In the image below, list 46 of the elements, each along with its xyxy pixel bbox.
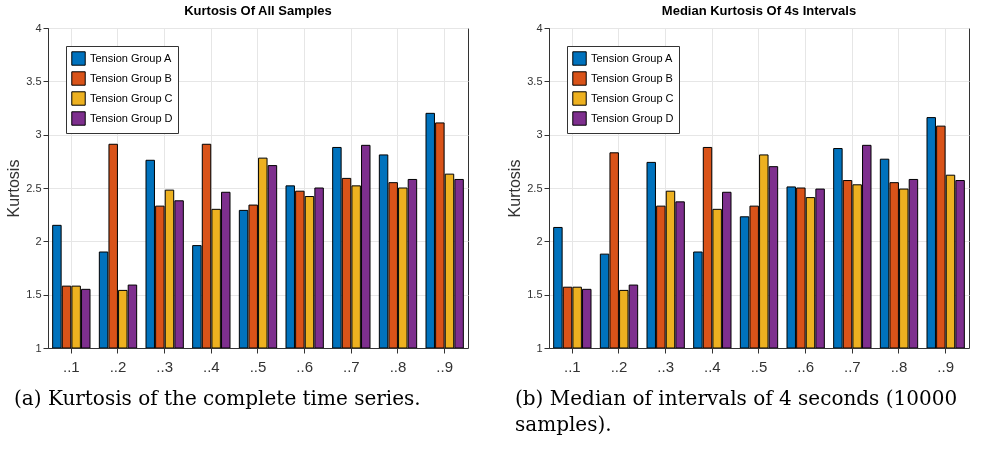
x-tick-label: ..9 bbox=[436, 357, 454, 375]
y-tick-label: 3.5 bbox=[26, 74, 42, 87]
y-tick-label: 2 bbox=[536, 234, 543, 247]
x-tick-label: ..5 bbox=[249, 357, 267, 375]
x-tick-label: ..2 bbox=[610, 357, 628, 375]
legend-label: Tension Group B bbox=[90, 71, 172, 84]
x-tick-label: ..1 bbox=[563, 357, 581, 375]
legend-label: Tension Group D bbox=[591, 111, 674, 124]
x-tick-label: ..6 bbox=[296, 357, 314, 375]
y-tick-label: 2 bbox=[35, 234, 42, 247]
x-tick-label: ..9 bbox=[937, 357, 955, 375]
x-tick-label: ..7 bbox=[342, 357, 360, 375]
x-tick-label: ..4 bbox=[703, 357, 721, 375]
legend-label: Tension Group D bbox=[90, 111, 173, 124]
x-tick-label: ..8 bbox=[389, 357, 407, 375]
x-tick-label: ..6 bbox=[797, 357, 815, 375]
x-tick-label: ..3 bbox=[657, 357, 675, 375]
y-tick-label: 1.5 bbox=[527, 288, 543, 301]
legend-label: Tension Group C bbox=[591, 91, 674, 104]
y-tick-label: 4 bbox=[536, 21, 543, 34]
x-tick-label: ..1 bbox=[62, 357, 80, 375]
y-tick-label: 2.5 bbox=[26, 181, 42, 194]
y-tick-label: 4 bbox=[35, 21, 42, 34]
y-tick-label: 1.5 bbox=[26, 288, 42, 301]
y-tick-label: 3 bbox=[35, 128, 42, 141]
y-tick-label: 3.5 bbox=[527, 74, 543, 87]
legend-label: Tension Group A bbox=[591, 51, 673, 64]
y-tick-label: 3 bbox=[536, 128, 543, 141]
x-tick-label: ..3 bbox=[156, 357, 174, 375]
chart-title: Kurtosis Of All Samples bbox=[184, 3, 332, 18]
x-tick-label: ..7 bbox=[843, 357, 861, 375]
y-axis-title: Kurtosis bbox=[5, 159, 23, 218]
legend-label: Tension Group A bbox=[90, 51, 172, 64]
x-tick-label: ..5 bbox=[750, 357, 768, 375]
chart-title: Median Kurtosis Of 4s Intervals bbox=[661, 3, 857, 18]
y-tick-label: 2.5 bbox=[527, 181, 543, 194]
legend-label: Tension Group C bbox=[90, 91, 173, 104]
legend-label: Tension Group B bbox=[591, 71, 673, 84]
y-tick-label: 1 bbox=[35, 341, 42, 354]
x-tick-label: ..8 bbox=[890, 357, 908, 375]
x-tick-label: ..4 bbox=[202, 357, 220, 375]
text: (a) Kurtosis of the complete time series. bbox=[13, 385, 422, 411]
x-tick-label: ..2 bbox=[109, 357, 127, 375]
y-tick-label: 1 bbox=[536, 341, 543, 354]
y-axis-title: Kurtosis bbox=[506, 159, 524, 218]
text: (b) Median of intervals of 4 seconds (10000 samples). bbox=[514, 385, 959, 437]
